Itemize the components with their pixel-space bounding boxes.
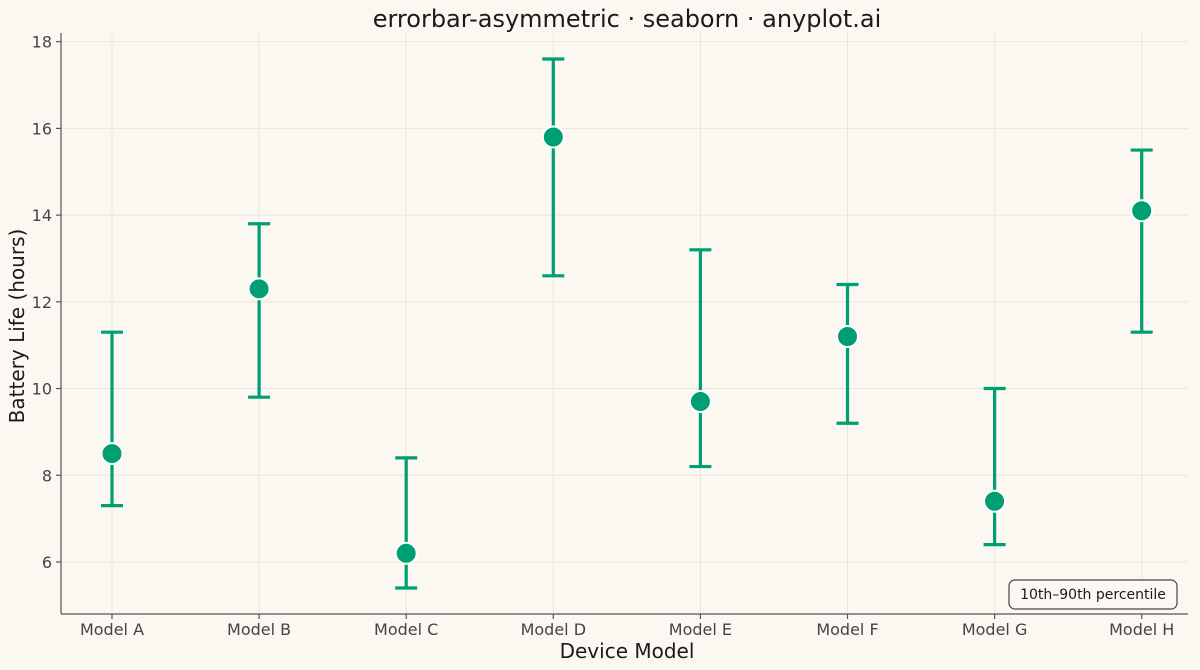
- y-axis-label: Battery Life (hours): [5, 229, 29, 424]
- x-axis-label: Device Model: [560, 639, 695, 663]
- x-tick-label: Model G: [962, 620, 1028, 639]
- error-bar: [1130, 148, 1153, 334]
- y-tick-label: 8: [42, 466, 52, 485]
- axes: [60, 33, 1188, 615]
- y-tick-label: 18: [32, 33, 52, 52]
- data-point: [541, 125, 565, 149]
- error-bars: [101, 57, 1153, 590]
- x-tick-label: Model A: [80, 620, 144, 639]
- grid: [61, 33, 1188, 614]
- legend-box: [1008, 579, 1178, 610]
- data-point: [100, 442, 124, 466]
- x-tick-label: Model B: [227, 620, 291, 639]
- chart-title: errorbar-asymmetric · seaborn · anyplot.…: [373, 5, 882, 33]
- data-point: [1130, 199, 1154, 223]
- error-bar: [836, 282, 859, 425]
- y-ticks: 6 8 10 12 14 16 18: [32, 33, 61, 572]
- x-ticks: Model A Model B Model C Model D Model E Model…: [80, 614, 1174, 639]
- y-tick-label: 10: [32, 380, 52, 399]
- data-point: [394, 541, 418, 565]
- data-point: [983, 489, 1007, 513]
- data-point: [247, 277, 271, 301]
- x-tick-label: Model E: [669, 620, 732, 639]
- error-bar: [395, 456, 418, 590]
- error-bar: [542, 57, 565, 278]
- legend-text: 10th–90th percentile: [1020, 587, 1166, 603]
- error-bar: [248, 222, 271, 399]
- error-bar: [101, 330, 123, 508]
- error-bar: [983, 386, 1006, 547]
- x-tick-label: Model F: [816, 620, 878, 639]
- y-tick-label: 14: [32, 206, 52, 225]
- x-tick-label: Model C: [374, 620, 438, 639]
- data-point: [836, 325, 859, 349]
- y-tick-label: 16: [32, 119, 52, 138]
- x-tick-label: Model D: [521, 620, 586, 639]
- legend: 10th–90th percentile: [1008, 579, 1178, 610]
- x-tick-label: Model H: [1109, 620, 1174, 639]
- error-bar: [689, 248, 712, 469]
- y-tick-label: 6: [42, 553, 52, 572]
- y-tick-label: 12: [32, 293, 52, 312]
- data-points: [100, 125, 1154, 565]
- data-point: [688, 390, 712, 414]
